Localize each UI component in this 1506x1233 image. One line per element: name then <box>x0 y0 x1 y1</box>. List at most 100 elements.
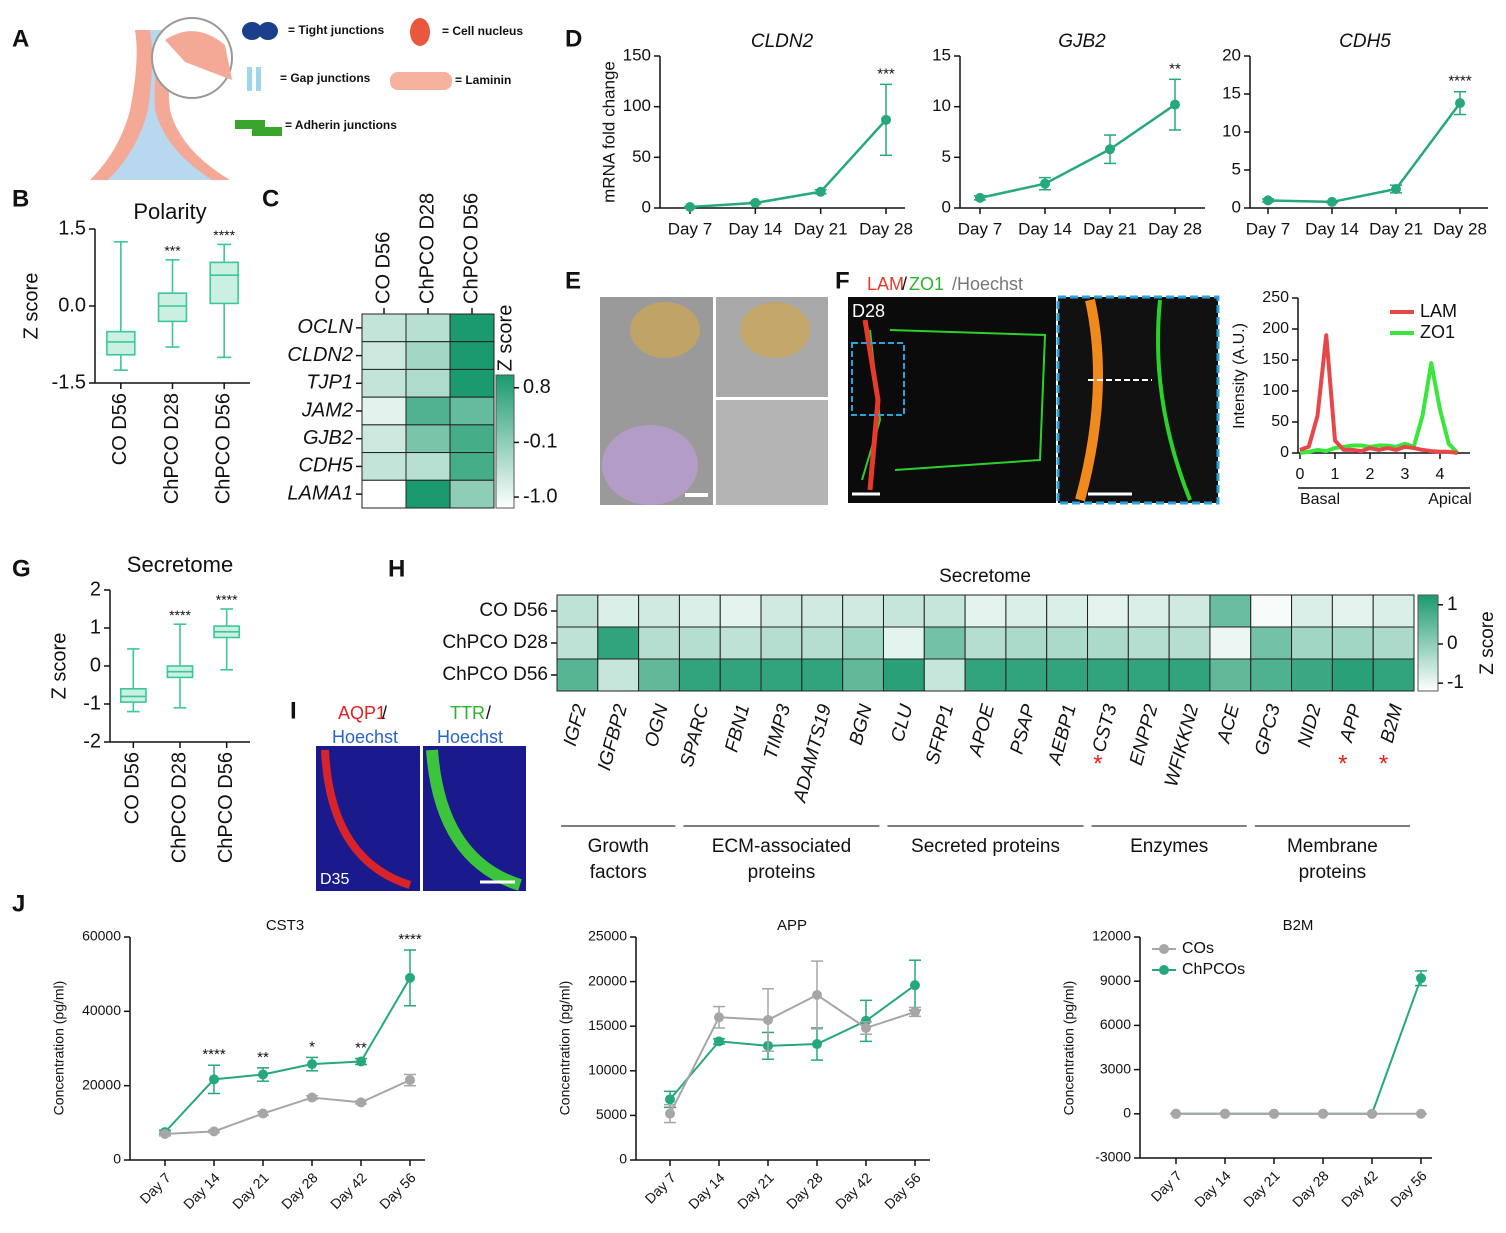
y-tick-label: 3000 <box>1100 1060 1131 1076</box>
x-tick-label: Day 7 <box>1246 219 1290 238</box>
chart-title: GJB2 <box>1058 31 1106 52</box>
heatmap-cell <box>361 452 407 481</box>
micrograph-i: AQP1 / Hoechst TTR / Hoechst D35 <box>316 703 526 891</box>
point <box>815 186 826 197</box>
stain-label: LAM <box>867 274 904 294</box>
x-tick-label: ChPCO D28 <box>161 393 183 504</box>
significance: ** <box>1169 60 1181 77</box>
heatmap-cell <box>842 658 884 692</box>
legend-text: = Laminin <box>455 73 511 87</box>
y-tick-label: 25000 <box>588 928 627 944</box>
chart-title: CDH5 <box>1339 31 1391 52</box>
column-label: SFRP1 <box>922 702 958 767</box>
x-tick-label: Day 7 <box>668 219 712 238</box>
heatmap-cell <box>1331 594 1374 628</box>
colorbar-tick-label: 0 <box>1447 633 1458 654</box>
point <box>1367 1108 1377 1119</box>
x-tick-label: Day 21 <box>734 1169 777 1212</box>
point <box>665 1108 675 1119</box>
y-axis-label: Intensity (A.U.) <box>1231 323 1248 429</box>
x-tick-label: Day 28 <box>783 1169 826 1212</box>
y-tick-label: 2 <box>90 578 101 600</box>
heatmap-cell <box>923 626 966 660</box>
point <box>1105 144 1115 155</box>
heatmap-cell <box>638 594 680 628</box>
legend-label: COs <box>1182 940 1214 957</box>
heatmap-cell <box>405 368 451 398</box>
x-tick-label: Day 56 <box>881 1169 924 1212</box>
x-note: Apical <box>1428 491 1472 508</box>
row-label: JAM2 <box>301 399 353 421</box>
x-tick-label: Day 21 <box>229 1169 272 1212</box>
column-label: ChPCO D28 <box>416 193 438 304</box>
y-tick-label: 0 <box>942 197 951 216</box>
heatmap-cell <box>1005 626 1048 660</box>
panel-letter: E <box>565 267 581 294</box>
heatmap-cell <box>405 424 451 454</box>
heatmap-cell <box>405 341 451 370</box>
y-tick-label: 0 <box>1123 1105 1131 1121</box>
stain-label: / <box>382 703 387 723</box>
heatmap-cell <box>361 479 407 509</box>
heatmap-cell <box>964 594 1007 628</box>
significance: **** <box>202 1046 226 1063</box>
y-tick-label: -1 <box>83 692 101 714</box>
group-label: Growth <box>588 836 649 857</box>
x-tick-label: Day 7 <box>958 219 1002 238</box>
column-label: APP <box>1336 702 1366 745</box>
x-tick-label: ChPCO D28 <box>168 752 190 863</box>
significance: **** <box>169 607 191 623</box>
series-line <box>1267 102 1462 204</box>
row-label: CO D56 <box>479 600 548 621</box>
series-line <box>979 103 1176 200</box>
point <box>910 980 920 991</box>
x-tick-label: Day 56 <box>376 1169 419 1212</box>
panel-letter: H <box>388 555 405 582</box>
series-line <box>1299 361 1459 455</box>
point <box>714 1036 724 1047</box>
chart-title: Secretome <box>127 552 233 577</box>
point <box>258 1108 268 1119</box>
legend-label: ChPCOs <box>1182 961 1245 978</box>
colorbar-tick-label: 0.8 <box>523 376 551 398</box>
heatmap-cell <box>801 594 844 628</box>
x-tick-label: Day 42 <box>1338 1167 1381 1210</box>
x-tick-label: Day 28 <box>1433 219 1487 238</box>
heatmap-cell <box>1331 626 1374 660</box>
x-tick-label: Day 28 <box>1148 219 1202 238</box>
y-tick-label: 9000 <box>1100 972 1131 988</box>
heatmap-cell <box>678 626 721 660</box>
y-tick-label: 12000 <box>1092 928 1131 944</box>
heatmap-cell <box>405 396 451 426</box>
heatmap-cell <box>405 313 451 343</box>
column-label: IGF2 <box>560 702 591 749</box>
column-label: ChPCO D56 <box>460 193 482 304</box>
x-tick-label: Day 14 <box>1191 1167 1234 1210</box>
highlight <box>630 302 700 358</box>
y-tick-label: 5 <box>1232 159 1241 178</box>
heatmap-cell <box>1127 658 1170 692</box>
column-label: GPC3 <box>1251 702 1285 758</box>
heatmap-cell <box>1087 594 1129 628</box>
x-tick-label: 0 <box>1296 466 1305 483</box>
heatmap-cell <box>1168 626 1211 660</box>
heatmap-cell <box>882 658 925 692</box>
heatmap-cell <box>1046 594 1089 628</box>
point <box>1263 195 1273 206</box>
x-tick-label: ChPCO D56 <box>215 752 237 863</box>
y-tick-label: 50 <box>632 147 651 166</box>
y-tick-label: 0 <box>1280 444 1289 461</box>
row-label: CDH5 <box>299 455 354 477</box>
heatmap-cell <box>405 452 451 481</box>
point <box>1220 1108 1230 1119</box>
micrograph-f: LAM / ZO1 /Hoechst D28 <box>848 274 1220 505</box>
heatmap-cell <box>1087 658 1129 692</box>
x-tick-label: Day 21 <box>1240 1167 1283 1210</box>
series-line <box>164 977 411 1133</box>
column-label: NID2 <box>1294 702 1326 750</box>
group-label: proteins <box>748 862 816 883</box>
heatmap-cell <box>1005 594 1048 628</box>
x-tick-label: Day 42 <box>832 1169 875 1212</box>
heatmap-cell <box>801 658 844 692</box>
colorbar-tick-label: -1.0 <box>523 485 557 507</box>
